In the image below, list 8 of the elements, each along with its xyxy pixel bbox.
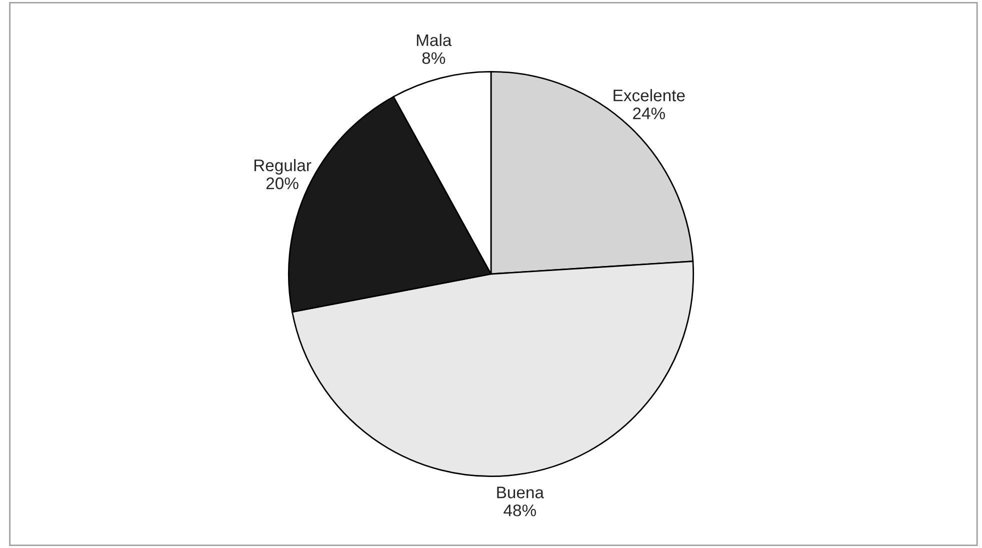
data-label: 48% <box>504 504 536 516</box>
slice-label: Excelente <box>614 89 685 102</box>
slice-label: Buena <box>497 486 544 498</box>
data-label: 24% <box>633 108 665 120</box>
data-label: 8% <box>422 52 446 64</box>
slice-label: Regular <box>254 159 312 175</box>
data-label: 20% <box>266 177 298 190</box>
slice-label: Mala <box>416 34 452 46</box>
